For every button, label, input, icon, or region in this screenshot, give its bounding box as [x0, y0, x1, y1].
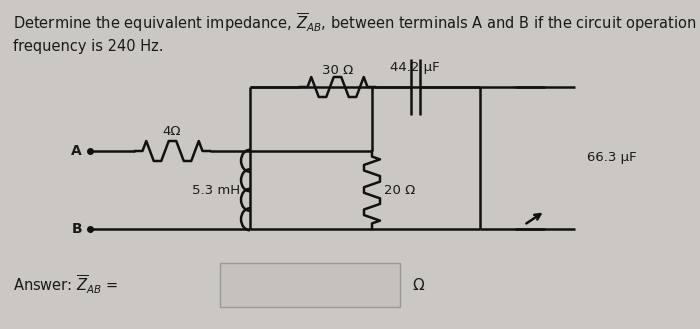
Text: frequency is 240 Hz.: frequency is 240 Hz.	[13, 39, 164, 54]
Text: Ω: Ω	[412, 277, 423, 292]
FancyBboxPatch shape	[220, 263, 400, 307]
Text: Determine the equivalent impedance, $\overline{Z}_{AB}$, between terminals A and: Determine the equivalent impedance, $\ov…	[13, 11, 696, 34]
Text: 5.3 mH: 5.3 mH	[192, 184, 240, 196]
Text: 66.3 μF: 66.3 μF	[587, 151, 636, 164]
Text: 44.2 μF: 44.2 μF	[390, 61, 440, 74]
Text: 30 Ω: 30 Ω	[323, 64, 354, 77]
Text: 4Ω: 4Ω	[162, 125, 181, 138]
Text: Answer: $\overline{Z}_{AB}$ =: Answer: $\overline{Z}_{AB}$ =	[13, 274, 118, 296]
Text: B: B	[71, 222, 82, 236]
Text: A: A	[71, 144, 82, 158]
Text: 20 Ω: 20 Ω	[384, 184, 415, 196]
